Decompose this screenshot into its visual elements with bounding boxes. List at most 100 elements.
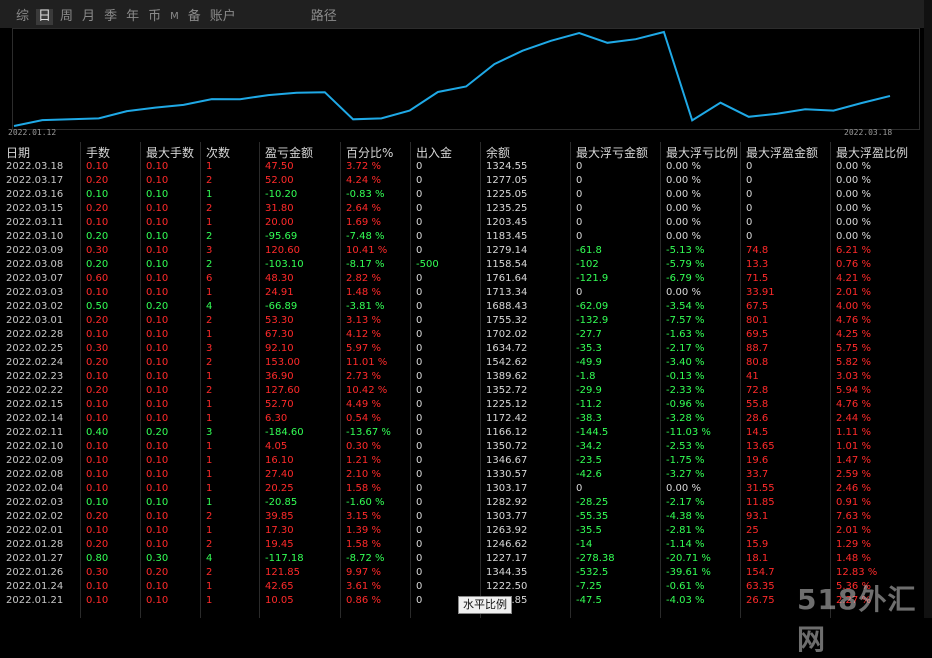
table-row[interactable]: 2022.03.10 0.20 0.10 2 -95.69 -7.48 % 0 1183.45…: [0, 230, 924, 244]
table-cell: 1.58 %: [346, 539, 381, 550]
table-row[interactable]: 2022.01.28 0.20 0.10 2 19.45 1.58 % 0 1246.62 -1…: [0, 538, 924, 552]
table-cell: 0.91 %: [836, 497, 871, 508]
table-cell: 0.00 %: [666, 175, 701, 186]
column-header[interactable]: 百分比%: [346, 146, 394, 160]
tab-10[interactable]: 路径: [310, 9, 337, 24]
table-cell: 0: [416, 427, 423, 438]
table-cell: 0.10: [86, 329, 109, 340]
table-row[interactable]: 2022.02.23 0.10 0.10 1 36.90 2.73 % 0 1389.62 -1…: [0, 370, 924, 384]
column-header[interactable]: 最大浮亏金额: [576, 146, 649, 160]
table-row[interactable]: 2022.03.08 0.20 0.10 2 -103.10 -8.17 % -500 115…: [0, 258, 924, 272]
table-cell: -103.10: [265, 259, 304, 270]
column-header[interactable]: 出入金: [416, 146, 453, 160]
table-row[interactable]: 2022.03.09 0.30 0.10 3 120.60 10.41 % 0 1279.14…: [0, 244, 924, 258]
table-cell: 92.10: [265, 343, 294, 354]
table-cell: 33.91: [746, 287, 775, 298]
table-row[interactable]: 2022.02.08 0.10 0.10 1 27.40 2.10 % 0 1330.57 -4…: [0, 468, 924, 482]
table-cell: 7.63 %: [836, 511, 871, 522]
table-row[interactable]: 2022.02.11 0.40 0.20 3 -184.60 -13.67 % 0 1166.…: [0, 426, 924, 440]
table-row[interactable]: 2022.01.27 0.80 0.30 4 -117.18 -8.72 % 0 1227.1…: [0, 552, 924, 566]
table-cell: -3.54 %: [666, 301, 705, 312]
table-cell: 0.10: [146, 371, 169, 382]
table-cell: 0: [576, 161, 583, 172]
column-header[interactable]: 最大浮亏比例: [666, 146, 739, 160]
tab-9[interactable]: 账户: [209, 9, 236, 24]
tab-6[interactable]: 币: [148, 9, 162, 24]
column-divider: [140, 142, 141, 618]
table-cell: 0.00 %: [836, 175, 871, 186]
table-row[interactable]: 2022.03.07 0.60 0.10 6 48.30 2.82 % 0 1761.64 -1…: [0, 272, 924, 286]
table-cell: 0.30: [86, 567, 109, 578]
table-cell: 0.10: [146, 581, 169, 592]
table-cell: -20.85: [265, 497, 298, 508]
table-cell: 1225.12: [486, 399, 528, 410]
table-cell: -532.5: [576, 567, 609, 578]
tab-7[interactable]: M: [170, 11, 179, 22]
column-header[interactable]: 最大浮盈金额: [746, 146, 819, 160]
table-cell: -117.18: [265, 553, 304, 564]
table-row[interactable]: 2022.02.01 0.10 0.10 1 17.30 1.39 % 0 1263.92 -3…: [0, 524, 924, 538]
tab-5[interactable]: 年: [126, 9, 140, 24]
table-cell: 2022.02.24: [6, 357, 64, 368]
table-cell: 1: [206, 595, 213, 606]
table-cell: 2.82 %: [346, 273, 381, 284]
table-cell: 4.00 %: [836, 301, 871, 312]
tab-3[interactable]: 月: [82, 9, 96, 24]
table-cell: 6.21 %: [836, 245, 871, 256]
table-row[interactable]: 2022.03.18 0.10 0.10 1 47.50 3.72 % 0 1324.55 0 0…: [0, 160, 924, 174]
table-cell: 0.10: [86, 497, 109, 508]
table-cell: 0.00 %: [666, 203, 701, 214]
table-row[interactable]: 2022.03.16 0.10 0.10 1 -10.20 -0.83 % 0 1225.05…: [0, 188, 924, 202]
table-row[interactable]: 2022.03.03 0.10 0.10 1 24.91 1.48 % 0 1713.34 0 0…: [0, 286, 924, 300]
vertical-scrollbar[interactable]: [924, 0, 932, 618]
table-row[interactable]: 2022.03.01 0.20 0.10 2 53.30 3.13 % 0 1755.32 -1…: [0, 314, 924, 328]
table-cell: 88.7: [746, 343, 769, 354]
balance-chart: [12, 28, 920, 130]
table-cell: 2: [206, 315, 213, 326]
table-row[interactable]: 2022.03.02 0.50 0.20 4 -66.89 -3.81 % 0 1688.43…: [0, 300, 924, 314]
table-cell: 0: [416, 161, 423, 172]
balance-line: [13, 30, 891, 127]
table-row[interactable]: 2022.01.24 0.10 0.10 1 42.65 3.61 % 0 1222.50 -7…: [0, 580, 924, 594]
table-cell: 67.30: [265, 329, 294, 340]
table-row[interactable]: 2022.02.03 0.10 0.10 1 -20.85 -1.60 % 0 1282.92…: [0, 496, 924, 510]
table-row[interactable]: 2022.02.24 0.20 0.10 2 153.00 11.01 % 0 1542.62…: [0, 356, 924, 370]
table-row[interactable]: 2022.02.02 0.20 0.10 2 39.85 3.15 % 0 1303.77 -5…: [0, 510, 924, 524]
tab-2[interactable]: 周: [60, 9, 74, 24]
table-row[interactable]: 2022.02.22 0.20 0.10 2 127.60 10.42 % 0 1352.72…: [0, 384, 924, 398]
table-row[interactable]: 2022.02.25 0.30 0.10 3 92.10 5.97 % 0 1634.72 -3…: [0, 342, 924, 356]
column-divider: [410, 142, 411, 618]
tab-8[interactable]: 备: [187, 9, 201, 24]
tab-0[interactable]: 综: [16, 9, 30, 24]
tab-1[interactable]: 日: [36, 9, 54, 25]
balance-chart-svg: [12, 28, 920, 130]
column-header[interactable]: 手数: [86, 146, 111, 160]
table-row[interactable]: 2022.02.28 0.10 0.10 1 67.30 4.12 % 0 1702.02 -2…: [0, 328, 924, 342]
table-cell: 0.10: [86, 581, 109, 592]
column-header[interactable]: 最大浮盈比例: [836, 146, 909, 160]
table-cell: -3.40 %: [666, 357, 705, 368]
table-row[interactable]: 2022.02.15 0.10 0.10 1 52.70 4.49 % 0 1225.12 -1…: [0, 398, 924, 412]
table-row[interactable]: 2022.03.17 0.20 0.10 2 52.00 4.24 % 0 1277.05 0 0…: [0, 174, 924, 188]
column-header[interactable]: 余额: [486, 146, 511, 160]
table-cell: 71.5: [746, 273, 769, 284]
table-row[interactable]: 2022.02.09 0.10 0.10 1 16.10 1.21 % 0 1346.67 -2…: [0, 454, 924, 468]
table-cell: -61.8: [576, 245, 602, 256]
table-row[interactable]: 2022.02.10 0.10 0.10 1 4.05 0.30 % 0 1350.72 -34…: [0, 440, 924, 454]
column-header[interactable]: 最大手数: [146, 146, 195, 160]
tab-4[interactable]: 季: [104, 9, 118, 24]
table-cell: 2: [206, 567, 213, 578]
table-row[interactable]: 2022.03.15 0.20 0.10 2 31.80 2.64 % 0 1235.25 0 0…: [0, 202, 924, 216]
column-header[interactable]: 日期: [6, 146, 31, 160]
table-cell: -1.75 %: [666, 455, 705, 466]
table-cell: 80.1: [746, 315, 769, 326]
column-header[interactable]: 盈亏金额: [265, 146, 314, 160]
table-row[interactable]: 2022.02.14 0.10 0.10 1 6.30 0.54 % 0 1172.42 -38…: [0, 412, 924, 426]
table-row[interactable]: 2022.01.26 0.30 0.20 2 121.85 9.97 % 0 1344.35 -…: [0, 566, 924, 580]
table-row[interactable]: 2022.02.04 0.10 0.10 1 20.25 1.58 % 0 1303.17 0 0…: [0, 482, 924, 496]
table-row[interactable]: 2022.03.11 0.10 0.10 1 20.00 1.69 % 0 1203.45 0 0…: [0, 216, 924, 230]
table-cell: 15.9: [746, 539, 769, 550]
table-cell: 0: [746, 217, 753, 228]
column-header[interactable]: 次数: [206, 146, 231, 160]
table-cell: -66.89: [265, 301, 298, 312]
